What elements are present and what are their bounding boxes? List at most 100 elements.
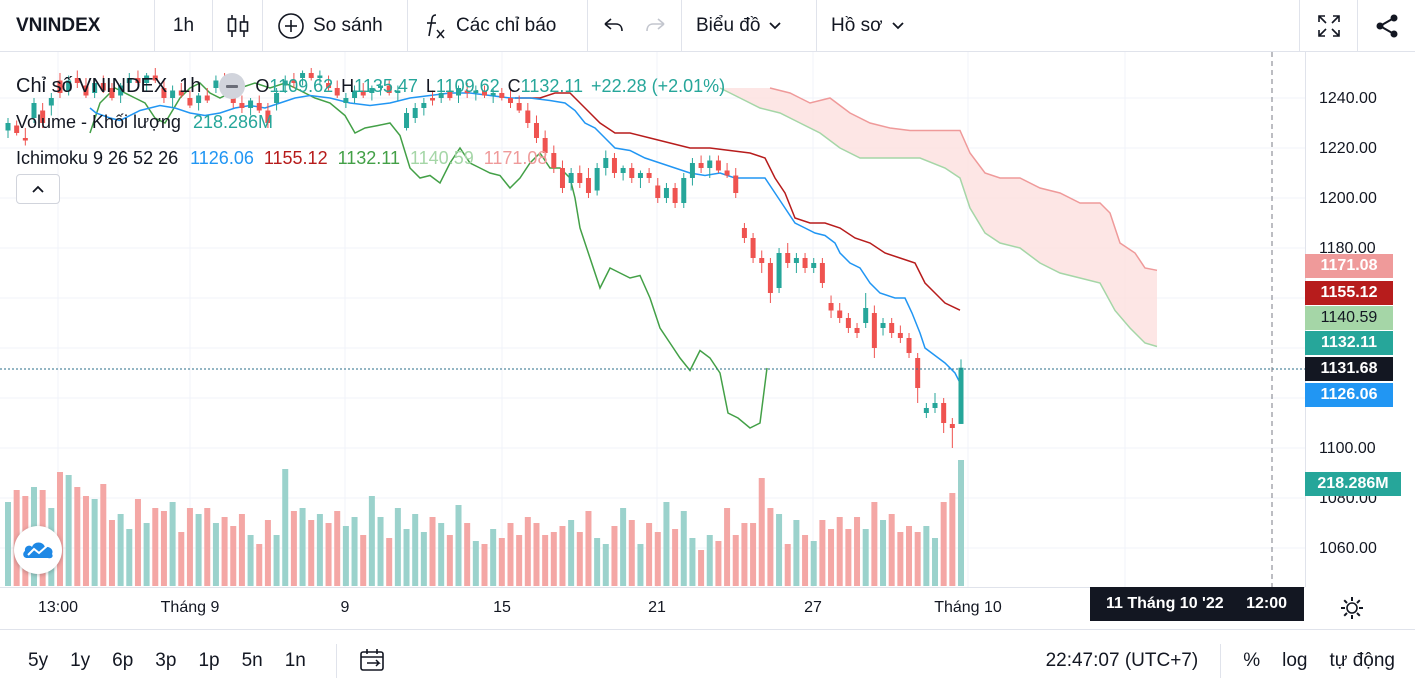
symbol-search-button[interactable]: VNINDEX [0,0,155,52]
candle-body [213,80,219,88]
share-button[interactable] [1357,0,1415,52]
percent-scale-button[interactable]: % [1243,650,1261,671]
volume-bar [490,529,497,586]
chevron-down-icon [891,21,904,29]
volume-bar [290,511,297,586]
ichimoku-lines [89,82,1158,429]
candle-body [92,83,98,93]
candle-body [915,358,921,388]
ichimoku-cloud [720,88,1157,347]
candle-body [880,323,886,328]
ichimoku-lagging-value: 1132.11 [337,147,400,168]
volume-bar [680,511,687,586]
volume-bar [455,505,462,586]
span-a-price-tag: 1140.59 [1305,306,1393,330]
profile-menu-button[interactable]: Hồ sơ [817,0,937,52]
range-5y-button[interactable]: 5y [28,649,49,671]
range-3m-button[interactable]: 3p [155,649,177,671]
calendar-range-icon[interactable] [359,648,387,674]
volume-bar [715,541,722,586]
volume-bar [906,526,913,586]
volume-bar [724,508,731,586]
candle-body [672,188,678,203]
redo-icon[interactable] [645,16,667,36]
divider [335,643,337,678]
fullscreen-button[interactable] [1299,0,1357,52]
range-1y-button[interactable]: 1y [70,649,91,671]
volume-bar [958,460,964,586]
range-1m-button[interactable]: 1p [198,649,220,671]
volume-bar [698,550,705,586]
volume-bar [186,508,193,586]
volume-bar [767,508,774,586]
range-5d-button[interactable]: 5n [241,649,263,671]
candle-body [456,88,462,96]
volume-bar [264,520,271,586]
candle-body [170,90,176,98]
volume-title: Volume - Khối lượng [16,111,181,132]
candle-body [594,168,600,191]
ichimoku-conversion-value: 1126.06 [190,147,254,168]
candle-body [31,103,37,118]
candle-body [585,178,591,193]
volume-bar [316,514,323,586]
candle-body [828,303,834,311]
log-scale-button[interactable]: log [1282,650,1308,671]
plus-circle-icon [278,12,304,39]
legend-collapse-button[interactable] [16,174,60,204]
candle-body [57,80,63,93]
ohlc-c-label: C [507,75,521,96]
candle-body [750,238,756,258]
candle-body [360,90,366,96]
volume-bar [412,514,419,586]
candle-body [378,85,384,88]
cloud-logo-icon [23,542,53,559]
candle-body [74,78,80,83]
chart-legend: Chỉ số VNINDEX 1h O 1109.62 H 1135.47 L 110… [16,68,725,176]
crosshair-date: 11 Tháng 10 '22 [1106,595,1224,612]
toolbar-right [1299,0,1415,52]
hide-series-icon[interactable] [219,73,246,99]
chart-style-button[interactable] [213,0,263,52]
conversion-line [89,92,961,384]
volume-bar [256,544,263,586]
range-6m-button[interactable]: 6p [112,649,134,671]
undo-icon[interactable] [602,16,624,36]
clock[interactable]: 22:47:07 (UTC+7) [1045,650,1199,671]
indicators-button[interactable]: Các chỉ báo [408,0,588,52]
time-tick: 21 [648,599,666,616]
range-1d-button[interactable]: 1n [284,649,306,671]
candle-body [932,403,938,408]
volume-bar [100,484,107,586]
candle-body [386,85,392,93]
volume-bar [334,511,341,586]
ohlc-l-label: L [425,75,436,96]
gear-icon[interactable] [1340,596,1364,620]
interval-button[interactable]: 1h [155,0,213,52]
time-tick: 9 [340,599,350,616]
volume-bar [802,535,809,586]
candle-body [776,253,782,288]
volume-bar [585,511,592,586]
candle-body [681,178,687,203]
volume-bar [741,523,748,586]
candle-body [239,103,245,108]
time-axis[interactable]: 13:00 Tháng 9 9 15 21 27 Tháng 10 [0,587,1305,629]
span-b-price-tag: 1171.08 [1305,254,1393,278]
ohlc-h-label: H [341,75,355,96]
candle-body [525,110,531,123]
compare-button[interactable]: So sánh [263,0,408,52]
candle-body [118,85,124,96]
candle-body [144,75,150,83]
price-chart[interactable] [0,52,1305,587]
legend-volume[interactable]: Volume - Khối lượng 218.286M [16,104,725,140]
auto-scale-button[interactable]: tự động [1329,650,1395,671]
candle-body [733,175,739,193]
candle-body [845,318,851,328]
legend-ichimoku[interactable]: Ichimoku 9 26 52 26 1126.06 1155.12 1132… [16,140,725,176]
leading-span-b-line [769,87,1158,272]
chart-menu-button[interactable]: Biểu đồ [682,0,817,52]
candle-body [22,138,28,141]
candle-body [637,173,643,178]
tradingview-logo[interactable] [14,526,62,574]
